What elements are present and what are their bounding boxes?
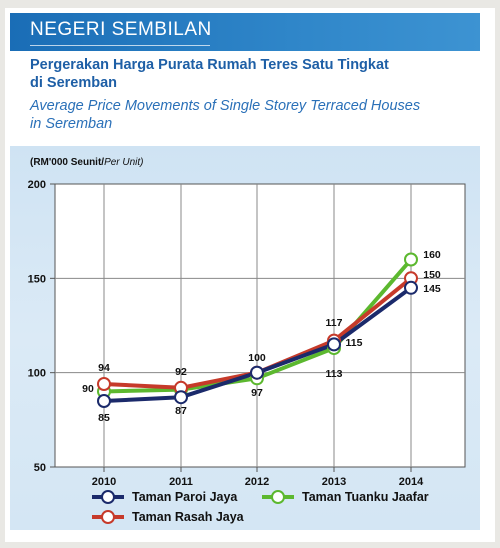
subtitle-malay-line1: Pergerakan Harga Purata Rumah Teres Satu… — [30, 57, 389, 73]
subtitle-malay-line2: di Seremban — [30, 75, 118, 91]
x-tick-label: 2014 — [399, 476, 424, 488]
data-label: 150 — [423, 269, 441, 281]
subtitle-malay: Pergerakan Harga Purata Rumah Teres Satu… — [30, 56, 470, 92]
y-tick-label: 100 — [28, 368, 46, 380]
legend-marker-taman-tuanku-jaafar — [271, 490, 285, 504]
data-point — [97, 394, 111, 408]
data-label: 115 — [346, 337, 363, 349]
data-label: 87 — [175, 405, 187, 417]
y-unit-malay: (RM'000 Seunit/ — [30, 157, 105, 168]
legend-marker-taman-rasah-jaya — [101, 510, 115, 524]
y-unit-english: Per Unit) — [104, 157, 144, 168]
subtitle-english-line1: Average Price Movements of Single Storey… — [30, 98, 421, 114]
data-label: 160 — [423, 249, 441, 261]
data-point — [327, 337, 341, 352]
subtitle-english-line2: in Seremban — [30, 116, 113, 132]
data-label: 113 — [326, 368, 343, 380]
x-tick-label: 2012 — [245, 476, 269, 488]
data-label: 97 — [251, 387, 263, 399]
y-tick-label: 200 — [28, 179, 46, 191]
y-tick-label: 150 — [28, 273, 46, 285]
data-label: 100 — [248, 352, 266, 364]
region-title: NEGERI SEMBILAN — [30, 19, 212, 40]
legend-label-taman-paroi-jaya: Taman Paroi Jaya — [132, 490, 238, 504]
region-banner — [10, 13, 480, 51]
y-tick-label: 50 — [34, 462, 46, 474]
data-label: 90 — [82, 383, 94, 395]
data-point — [174, 390, 188, 405]
legend-marker-taman-paroi-jaya — [101, 490, 115, 504]
data-label: 85 — [98, 412, 110, 424]
data-point — [404, 280, 418, 295]
data-label: 92 — [175, 366, 187, 378]
banner-underline — [30, 45, 210, 46]
y-unit-label: (RM'000 Seunit/Per Unit) — [30, 157, 144, 168]
plot-area — [54, 183, 466, 468]
data-point — [250, 365, 264, 380]
subtitle-english: Average Price Movements of Single Storey… — [30, 97, 480, 133]
data-label: 94 — [98, 362, 110, 374]
x-tick-label: 2010 — [92, 476, 116, 488]
x-tick-label: 2011 — [169, 476, 193, 488]
x-tick-label: 2013 — [322, 476, 346, 488]
legend-label-taman-rasah-jaya: Taman Rasah Jaya — [132, 510, 245, 524]
data-point — [97, 377, 111, 391]
data-label: 145 — [423, 283, 441, 295]
data-point — [404, 252, 418, 267]
legend-label-taman-tuanku-jaafar: Taman Tuanku Jaafar — [302, 490, 429, 504]
data-label: 117 — [326, 317, 343, 329]
